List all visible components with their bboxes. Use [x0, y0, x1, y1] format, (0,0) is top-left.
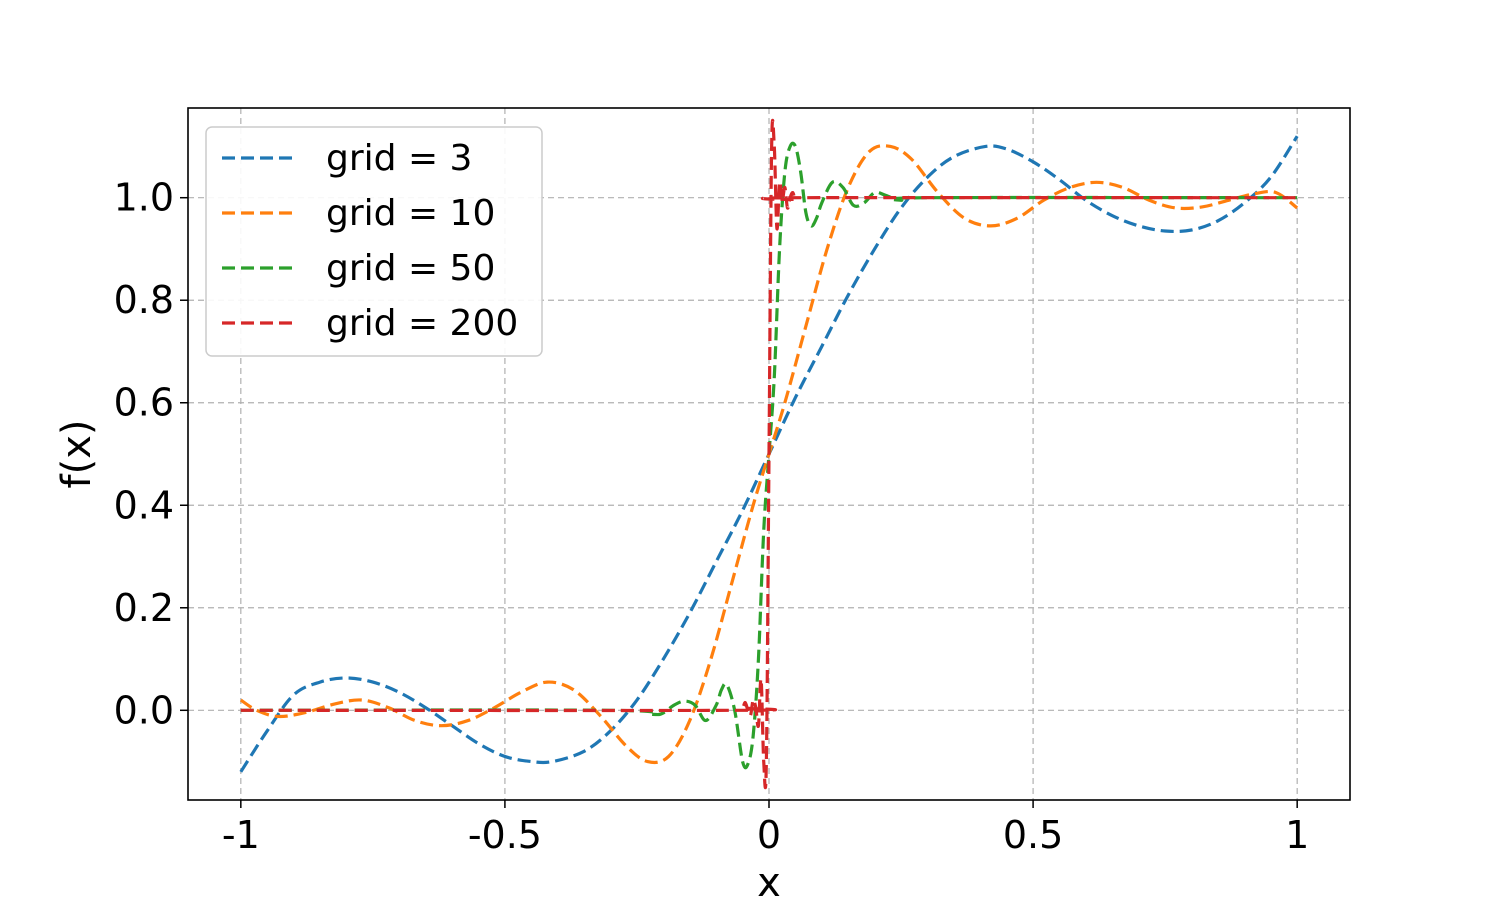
legend-label-grid-50: grid = 50: [326, 248, 495, 289]
y-tick-label: 0.4: [114, 483, 174, 527]
y-axis-label: f(x): [54, 420, 100, 489]
axis-ticks: -1 -0.5 0 0.5 1 0.0 0.2 0.4 0.6 0.8 1.0: [114, 176, 1310, 857]
x-tick-label: -0.5: [468, 813, 542, 857]
x-tick-label: -1: [222, 813, 260, 857]
legend: grid = 3 grid = 10 grid = 50 grid = 200: [205, 126, 543, 357]
x-tick-label: 0.5: [1003, 813, 1063, 857]
x-axis-label: x: [757, 860, 781, 900]
y-tick-label: 0.0: [114, 688, 174, 732]
x-tick-label: 0: [757, 813, 781, 857]
legend-label-grid-3: grid = 3: [326, 138, 472, 179]
x-tick-label: 1: [1285, 813, 1309, 857]
series-line-2: [240, 141, 1298, 770]
legend-label-grid-200: grid = 200: [326, 303, 518, 344]
series-line-3: [240, 118, 1298, 790]
legend-label-grid-10: grid = 10: [326, 193, 495, 234]
y-tick-label: 1.0: [114, 176, 174, 220]
y-tick-label: 0.2: [114, 586, 174, 630]
y-tick-label: 0.6: [114, 381, 174, 425]
plot-series: [239, 118, 1299, 790]
legend-box: [205, 126, 543, 357]
y-tick-label: 0.8: [114, 278, 174, 322]
